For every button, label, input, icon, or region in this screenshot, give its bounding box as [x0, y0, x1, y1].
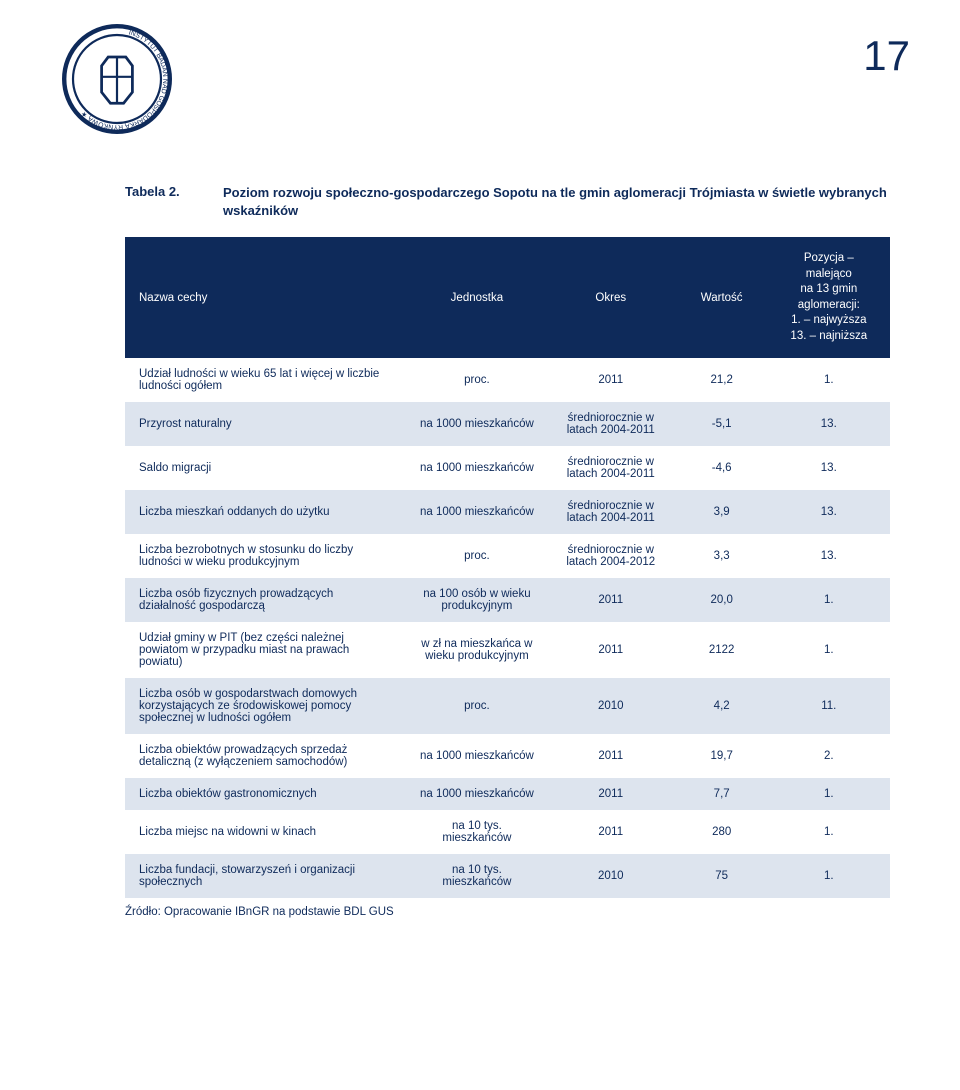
cell-rank: 1.	[768, 778, 890, 810]
cell-rank: 2.	[768, 734, 890, 778]
table-row: Saldo migracjina 1000 mieszkańcówśrednio…	[125, 446, 890, 490]
cell-value: 75	[676, 854, 768, 898]
table-row: Liczba mieszkań oddanych do użytkuna 100…	[125, 490, 890, 534]
cell-value: 3,3	[676, 534, 768, 578]
cell-period: średniorocznie w latach 2004-2011	[546, 402, 676, 446]
indicators-table: Nazwa cechy Jednostka Okres Wartość Pozy…	[125, 237, 890, 898]
cell-rank: 13.	[768, 490, 890, 534]
cell-name: Saldo migracji	[125, 446, 408, 490]
table-row: Przyrost naturalnyna 1000 mieszkańcówśre…	[125, 402, 890, 446]
cell-rank: 1.	[768, 810, 890, 854]
cell-unit: proc.	[408, 678, 546, 734]
cell-name: Liczba obiektów prowadzących sprzedaż de…	[125, 734, 408, 778]
table-row: Liczba obiektów gastronomicznychna 1000 …	[125, 778, 890, 810]
table-row: Liczba osób fizycznych prowadzących dzia…	[125, 578, 890, 622]
cell-value: 19,7	[676, 734, 768, 778]
table-row: Udział gminy w PIT (bez części należnej …	[125, 622, 890, 678]
cell-period: 2011	[546, 734, 676, 778]
cell-rank: 1.	[768, 358, 890, 402]
table-row: Liczba osób w gospodarstwach domowych ko…	[125, 678, 890, 734]
rank-header-line: Pozycja –	[776, 251, 882, 267]
rank-header-line: aglomeracji:	[776, 298, 882, 314]
cell-value: 20,0	[676, 578, 768, 622]
cell-period: 2011	[546, 810, 676, 854]
table-body: Udział ludności w wieku 65 lat i więcej …	[125, 358, 890, 898]
cell-period: 2010	[546, 854, 676, 898]
cell-value: -5,1	[676, 402, 768, 446]
rank-header-line: 13. – najniższa	[776, 329, 882, 345]
rank-header-line: 1. – najwyższa	[776, 313, 882, 329]
page-content: Tabela 2. Poziom rozwoju społeczno-gospo…	[0, 134, 960, 938]
cell-value: 4,2	[676, 678, 768, 734]
table-row: Liczba bezrobotnych w stosunku do liczby…	[125, 534, 890, 578]
table-source: Źródło: Opracowanie IBnGR na podstawie B…	[125, 906, 890, 918]
cell-value: 2122	[676, 622, 768, 678]
table-header-row: Nazwa cechy Jednostka Okres Wartość Pozy…	[125, 237, 890, 358]
rank-header-line: na 13 gmin	[776, 282, 882, 298]
col-header-name: Nazwa cechy	[125, 237, 408, 358]
cell-unit: proc.	[408, 534, 546, 578]
cell-value: 280	[676, 810, 768, 854]
cell-value: 7,7	[676, 778, 768, 810]
cell-unit: na 100 osób w wieku produkcyjnym	[408, 578, 546, 622]
institute-logo: INSTYTUT BADAŃ NAD GOSPODARKĄ RYNKOWĄ ★	[62, 24, 172, 134]
cell-name: Przyrost naturalny	[125, 402, 408, 446]
cell-rank: 1.	[768, 854, 890, 898]
table-row: Liczba fundacji, stowarzyszeń i organiza…	[125, 854, 890, 898]
cell-rank: 1.	[768, 622, 890, 678]
cell-name: Liczba bezrobotnych w stosunku do liczby…	[125, 534, 408, 578]
page-header: INSTYTUT BADAŃ NAD GOSPODARKĄ RYNKOWĄ ★ …	[0, 0, 960, 134]
cell-value: 3,9	[676, 490, 768, 534]
cell-rank: 13.	[768, 446, 890, 490]
caption-text: Poziom rozwoju społeczno-gospodarczego S…	[223, 184, 890, 219]
cell-name: Udział gminy w PIT (bez części należnej …	[125, 622, 408, 678]
cell-unit: na 10 tys. mieszkańców	[408, 854, 546, 898]
cell-unit: na 1000 mieszkańców	[408, 490, 546, 534]
cell-unit: na 1000 mieszkańców	[408, 446, 546, 490]
cell-name: Liczba osób w gospodarstwach domowych ko…	[125, 678, 408, 734]
cell-period: 2011	[546, 622, 676, 678]
cell-period: 2011	[546, 358, 676, 402]
col-header-unit: Jednostka	[408, 237, 546, 358]
cell-value: -4,6	[676, 446, 768, 490]
cell-period: 2011	[546, 578, 676, 622]
cell-unit: w zł na mieszkańca w wieku produkcyjnym	[408, 622, 546, 678]
table-row: Liczba obiektów prowadzących sprzedaż de…	[125, 734, 890, 778]
cell-value: 21,2	[676, 358, 768, 402]
caption-label: Tabela 2.	[125, 184, 195, 219]
cell-rank: 13.	[768, 534, 890, 578]
cell-unit: proc.	[408, 358, 546, 402]
cell-unit: na 1000 mieszkańców	[408, 778, 546, 810]
table-row: Liczba miejsc na widowni w kinachna 10 t…	[125, 810, 890, 854]
cell-name: Liczba mieszkań oddanych do użytku	[125, 490, 408, 534]
cell-rank: 1.	[768, 578, 890, 622]
cell-name: Liczba obiektów gastronomicznych	[125, 778, 408, 810]
cell-name: Liczba osób fizycznych prowadzących dzia…	[125, 578, 408, 622]
cell-period: 2011	[546, 778, 676, 810]
cell-unit: na 1000 mieszkańców	[408, 402, 546, 446]
cell-unit: na 1000 mieszkańców	[408, 734, 546, 778]
cell-period: średniorocznie w latach 2004-2011	[546, 490, 676, 534]
col-header-period: Okres	[546, 237, 676, 358]
cell-period: średniorocznie w latach 2004-2012	[546, 534, 676, 578]
cell-name: Liczba fundacji, stowarzyszeń i organiza…	[125, 854, 408, 898]
col-header-rank: Pozycja – malejąco na 13 gmin aglomeracj…	[768, 237, 890, 358]
cell-unit: na 10 tys. mieszkańców	[408, 810, 546, 854]
cell-rank: 13.	[768, 402, 890, 446]
page-number: 17	[863, 18, 930, 80]
cell-name: Liczba miejsc na widowni w kinach	[125, 810, 408, 854]
rank-header-line: malejąco	[776, 267, 882, 283]
table-caption: Tabela 2. Poziom rozwoju społeczno-gospo…	[125, 184, 890, 219]
table-row: Udział ludności w wieku 65 lat i więcej …	[125, 358, 890, 402]
cell-period: 2010	[546, 678, 676, 734]
cell-name: Udział ludności w wieku 65 lat i więcej …	[125, 358, 408, 402]
cell-period: średniorocznie w latach 2004-2011	[546, 446, 676, 490]
col-header-value: Wartość	[676, 237, 768, 358]
cell-rank: 11.	[768, 678, 890, 734]
